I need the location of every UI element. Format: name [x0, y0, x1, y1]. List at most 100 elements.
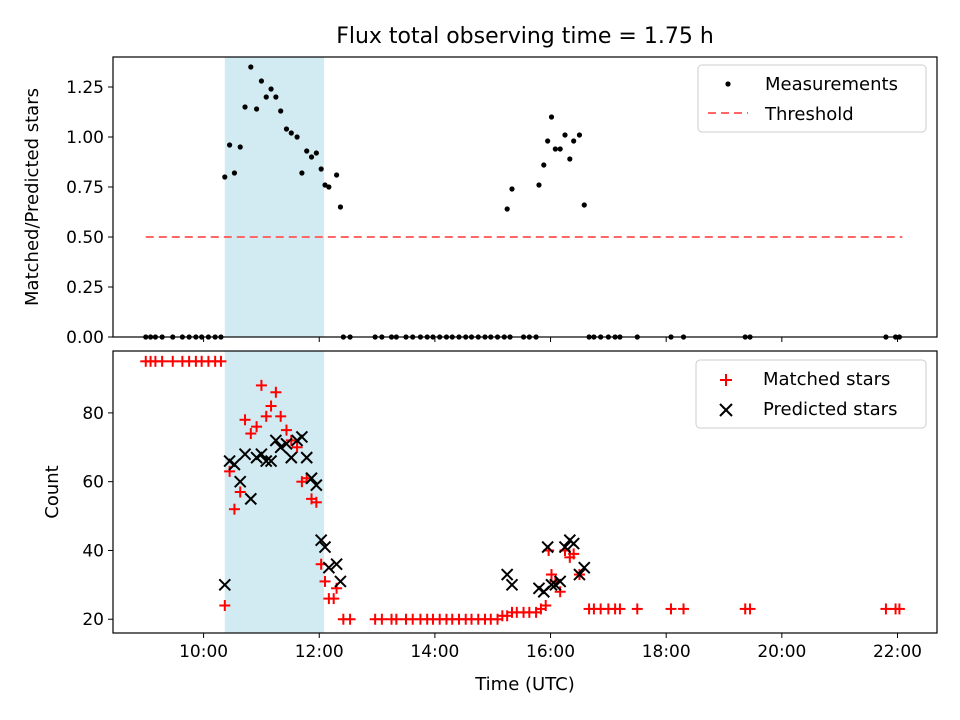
predicted-star-marker [310, 478, 323, 492]
y-tick-label: 0.50 [66, 228, 104, 248]
predicted-star-marker [285, 451, 298, 464]
matched-star-marker [239, 414, 251, 426]
top-panel: Flux total observing time = 1.75 h 0.000… [22, 24, 938, 348]
matched-star-marker [255, 379, 267, 391]
bottom-panel: 20 40 60 80 10:00 12:00 14:00 16:00 18:00 20:00 2… [42, 350, 938, 695]
predicted-star-marker [500, 568, 514, 581]
measurement-point [576, 132, 583, 138]
y-tick-label: 40 [82, 541, 104, 561]
predicted-star-marker [260, 454, 273, 468]
measurement-point [248, 64, 254, 70]
matched-star-marker [245, 428, 257, 440]
x-tick-label: 16:00 [526, 642, 575, 662]
legend-predicted-marker [719, 403, 733, 417]
matched-star-marker [344, 613, 356, 625]
top-legend: Measurements Threshold [697, 64, 927, 133]
x-tick-label: 18:00 [642, 642, 691, 662]
matched-star-marker [228, 503, 240, 515]
y-tick-label: 0.75 [66, 178, 104, 198]
measurement-point [333, 172, 340, 178]
predicted-star-marker [305, 472, 318, 485]
measurement-point [304, 148, 310, 154]
x-tick-label: 22:00 [873, 642, 922, 662]
matched-star-marker [390, 613, 402, 625]
matched-star-marker [631, 603, 643, 615]
bottom-legend: Matched stars Predicted stars [695, 359, 927, 429]
measurement-point [536, 182, 542, 188]
top-x-ticks [203, 337, 898, 342]
measurement-point [326, 184, 332, 190]
predicted-star-marker [238, 447, 252, 461]
matched-star-marker [156, 355, 168, 367]
legend-matched-label: Matched stars [763, 369, 890, 390]
predicted-star-marker [541, 540, 554, 554]
bottom-legend-box [695, 359, 927, 429]
predicted-star-marker [322, 561, 336, 574]
matched-star-marker [328, 593, 340, 605]
matched-star-marker [167, 355, 179, 367]
measurements-points [143, 64, 903, 340]
measurement-point [222, 174, 228, 180]
highlight-span [224, 57, 325, 337]
y-tick-label: 1.25 [66, 78, 104, 98]
measurement-point [237, 144, 243, 150]
legend-threshold-label: Threshold [764, 104, 854, 125]
y-tick-label: 0.00 [66, 328, 104, 348]
legend-measurements-marker [725, 81, 731, 87]
matched-star-marker [678, 603, 690, 615]
top-y-axis-label: Matched/Predicted stars [22, 88, 43, 306]
predicted-stars-points [218, 430, 591, 598]
matched-star-marker [310, 496, 322, 508]
predicted-star-marker [545, 578, 558, 592]
predicted-star-marker [218, 578, 232, 592]
y-tick-label: 0.25 [66, 278, 104, 298]
matched-star-marker [665, 603, 677, 615]
predicted-star-marker [300, 451, 313, 464]
matched-star-marker [265, 400, 277, 412]
measurement-point [283, 126, 290, 132]
matched-star-marker [880, 603, 892, 615]
predicted-star-marker [558, 540, 572, 554]
top-legend-box [697, 64, 927, 133]
matched-star-marker [291, 441, 303, 453]
legend-matched-marker [720, 374, 732, 386]
predicted-star-marker [567, 537, 580, 550]
measurement-point [268, 86, 274, 92]
matched-star-marker [275, 410, 287, 422]
matched-star-marker [234, 486, 246, 498]
predicted-star-marker [318, 540, 332, 554]
predicted-star-marker [274, 441, 287, 454]
predicted-star-marker [505, 578, 519, 592]
measurement-point [545, 138, 551, 144]
measurement-point [557, 146, 563, 152]
measurement-point [231, 170, 238, 176]
measurement-point [548, 114, 555, 120]
measurement-point [322, 182, 328, 188]
measurement-point [299, 170, 305, 176]
matched-star-marker [280, 424, 292, 436]
legend-measurements-label: Measurements [765, 74, 898, 95]
measurement-point [571, 138, 577, 144]
y-tick-label: 80 [82, 404, 104, 424]
measurement-point [253, 106, 260, 112]
predicted-star-marker [553, 575, 567, 588]
predicted-star-marker [578, 561, 591, 574]
measurement-point [504, 206, 510, 212]
y-tick-label: 1.00 [66, 128, 104, 148]
predicted-star-marker [295, 430, 309, 444]
matched-star-marker [319, 575, 331, 587]
predicted-star-marker [330, 558, 343, 571]
y-tick-label: 60 [82, 473, 104, 493]
x-tick-label: 20:00 [757, 642, 806, 662]
matched-star-marker [219, 599, 231, 611]
x-tick-label: 10:00 [179, 642, 228, 662]
top-y-ticks: 0.00 0.25 0.50 0.75 1.00 1.25 [66, 78, 113, 348]
legend-predicted-label: Predicted stars [763, 399, 897, 420]
measurement-point [581, 202, 587, 208]
matched-star-marker [568, 548, 580, 560]
measurement-point [509, 186, 515, 192]
x-tick-label: 14:00 [410, 642, 459, 662]
matched-star-marker [270, 386, 282, 398]
predicted-star-marker [573, 568, 586, 581]
